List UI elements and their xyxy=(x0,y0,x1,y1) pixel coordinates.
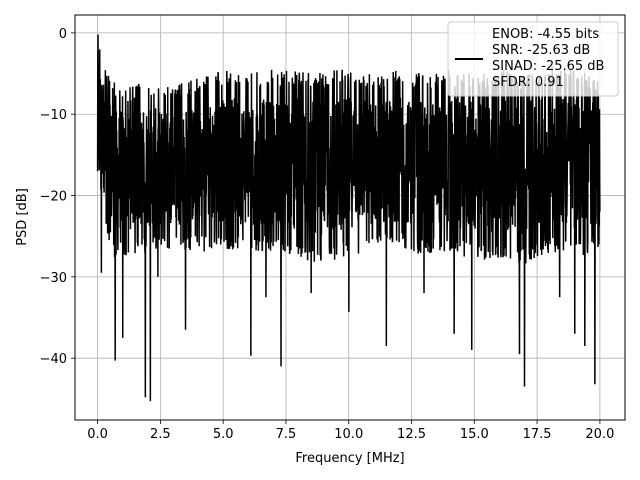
y-tick-label: −30 xyxy=(40,271,67,286)
legend-box xyxy=(447,21,619,97)
x-axis-label: Frequency [MHz] xyxy=(295,451,404,466)
x-tick-label: 10.0 xyxy=(334,427,363,442)
x-tick-label: 7.5 xyxy=(276,427,297,442)
y-tick-label: −40 xyxy=(40,352,67,367)
psd-series xyxy=(96,34,601,402)
y-tick-label: −20 xyxy=(40,190,67,205)
x-tick-label: 12.5 xyxy=(397,427,426,442)
legend-entry-0: ENOB: -4.55 bits SNR: -25.63 dB SINAD: -25… xyxy=(492,27,604,90)
axes xyxy=(74,14,626,421)
legend: ENOB: -4.55 bits SNR: -25.63 dB SINAD: -25… xyxy=(447,21,619,97)
x-tick-label: 20.0 xyxy=(585,427,614,442)
x-tick-label: 15.0 xyxy=(460,427,489,442)
plot-frame xyxy=(74,14,626,421)
x-tick-label: 5.0 xyxy=(213,427,234,442)
psd-line xyxy=(96,34,601,402)
y-axis-label: PSD [dB] xyxy=(15,188,30,246)
y-tick-label: −10 xyxy=(40,108,67,123)
x-tick-label: 0.0 xyxy=(87,427,108,442)
x-tick-label: 2.5 xyxy=(150,427,171,442)
x-tick-label: 17.5 xyxy=(523,427,552,442)
tick-marks: 0.0 2.5 5.0 7.5 10.0 12.5 15.0 17.5 20.0 0 −10 −20 −… xyxy=(40,27,615,442)
y-tick-label: 0 xyxy=(59,27,67,42)
